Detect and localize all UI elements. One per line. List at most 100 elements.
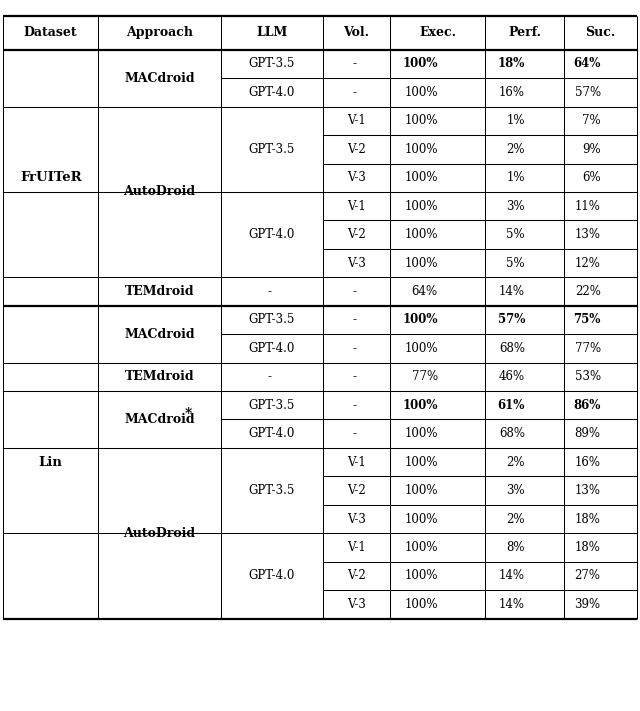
Text: 100%: 100% bbox=[404, 143, 438, 156]
Text: V-2: V-2 bbox=[347, 143, 366, 156]
Text: -: - bbox=[353, 370, 356, 383]
Text: *: * bbox=[185, 407, 192, 421]
Text: 14%: 14% bbox=[499, 598, 525, 611]
Text: 100%: 100% bbox=[404, 513, 438, 525]
Text: 46%: 46% bbox=[499, 370, 525, 383]
Text: GPT-3.5: GPT-3.5 bbox=[248, 143, 295, 156]
Text: Exec.: Exec. bbox=[419, 26, 456, 39]
Text: 100%: 100% bbox=[404, 570, 438, 582]
Text: GPT-3.5: GPT-3.5 bbox=[248, 399, 295, 412]
Text: Perf.: Perf. bbox=[508, 26, 541, 39]
Text: 68%: 68% bbox=[499, 427, 525, 440]
Text: 13%: 13% bbox=[575, 484, 601, 497]
Text: FrUITeR: FrUITeR bbox=[20, 171, 81, 184]
Text: V-1: V-1 bbox=[347, 114, 366, 127]
Text: 18%: 18% bbox=[575, 541, 601, 554]
Text: -: - bbox=[353, 399, 356, 412]
Text: 9%: 9% bbox=[582, 143, 601, 156]
Text: 100%: 100% bbox=[404, 342, 438, 355]
Text: 3%: 3% bbox=[506, 200, 525, 213]
Text: 5%: 5% bbox=[506, 228, 525, 241]
Text: Lin: Lin bbox=[39, 456, 63, 469]
Text: -: - bbox=[353, 58, 356, 70]
Text: 100%: 100% bbox=[404, 484, 438, 497]
Text: Approach: Approach bbox=[126, 26, 193, 39]
Text: V-3: V-3 bbox=[347, 171, 366, 184]
Text: 5%: 5% bbox=[506, 257, 525, 269]
Text: 64%: 64% bbox=[573, 58, 601, 70]
Text: TEMdroid: TEMdroid bbox=[125, 285, 195, 298]
Text: V-2: V-2 bbox=[347, 570, 366, 582]
Text: 1%: 1% bbox=[506, 114, 525, 127]
Text: GPT-3.5: GPT-3.5 bbox=[248, 484, 295, 497]
Text: -: - bbox=[353, 285, 356, 298]
Text: 77%: 77% bbox=[575, 342, 601, 355]
Text: 53%: 53% bbox=[575, 370, 601, 383]
Text: 100%: 100% bbox=[404, 228, 438, 241]
Text: 89%: 89% bbox=[575, 427, 601, 440]
Text: 57%: 57% bbox=[575, 86, 601, 99]
Text: 2%: 2% bbox=[506, 456, 525, 469]
Text: 6%: 6% bbox=[582, 171, 601, 184]
Text: -: - bbox=[353, 342, 356, 355]
Text: GPT-4.0: GPT-4.0 bbox=[248, 342, 295, 355]
Text: 22%: 22% bbox=[575, 285, 601, 298]
Text: -: - bbox=[268, 285, 272, 298]
Text: AutoDroid: AutoDroid bbox=[124, 527, 196, 540]
Text: GPT-4.0: GPT-4.0 bbox=[248, 86, 295, 99]
Text: TEMdroid: TEMdroid bbox=[125, 370, 195, 383]
Text: 68%: 68% bbox=[499, 342, 525, 355]
Text: V-3: V-3 bbox=[347, 598, 366, 611]
Text: 100%: 100% bbox=[404, 200, 438, 213]
Text: 100%: 100% bbox=[403, 314, 438, 326]
Text: GPT-3.5: GPT-3.5 bbox=[248, 58, 295, 70]
Text: 8%: 8% bbox=[506, 541, 525, 554]
Text: 18%: 18% bbox=[497, 58, 525, 70]
Text: 27%: 27% bbox=[575, 570, 601, 582]
Text: V-3: V-3 bbox=[347, 513, 366, 525]
Text: 100%: 100% bbox=[404, 598, 438, 611]
Text: GPT-4.0: GPT-4.0 bbox=[248, 570, 295, 582]
Text: 11%: 11% bbox=[575, 200, 601, 213]
Text: LLM: LLM bbox=[256, 26, 287, 39]
Text: GPT-4.0: GPT-4.0 bbox=[248, 427, 295, 440]
Text: 75%: 75% bbox=[573, 314, 601, 326]
Text: MACdroid: MACdroid bbox=[124, 72, 195, 85]
Text: 100%: 100% bbox=[404, 86, 438, 99]
Text: AutoDroid: AutoDroid bbox=[124, 186, 196, 198]
Text: -: - bbox=[268, 370, 272, 383]
Text: 7%: 7% bbox=[582, 114, 601, 127]
Text: Vol.: Vol. bbox=[344, 26, 369, 39]
Text: MACdroid: MACdroid bbox=[124, 413, 195, 426]
Text: -: - bbox=[353, 314, 356, 326]
Text: 13%: 13% bbox=[575, 228, 601, 241]
Text: 12%: 12% bbox=[575, 257, 601, 269]
Text: 61%: 61% bbox=[497, 399, 525, 412]
Text: 2%: 2% bbox=[506, 513, 525, 525]
Text: 100%: 100% bbox=[403, 399, 438, 412]
Text: 100%: 100% bbox=[404, 456, 438, 469]
Text: GPT-4.0: GPT-4.0 bbox=[248, 228, 295, 241]
Text: Suc.: Suc. bbox=[586, 26, 616, 39]
Text: -: - bbox=[353, 86, 356, 99]
Text: 100%: 100% bbox=[403, 58, 438, 70]
Text: 86%: 86% bbox=[573, 399, 601, 412]
Text: 100%: 100% bbox=[404, 114, 438, 127]
Text: 100%: 100% bbox=[404, 427, 438, 440]
Text: V-1: V-1 bbox=[347, 541, 366, 554]
Text: V-1: V-1 bbox=[347, 456, 366, 469]
Text: 39%: 39% bbox=[575, 598, 601, 611]
Text: 100%: 100% bbox=[404, 171, 438, 184]
Text: 16%: 16% bbox=[499, 86, 525, 99]
Text: 16%: 16% bbox=[575, 456, 601, 469]
Text: GPT-3.5: GPT-3.5 bbox=[248, 314, 295, 326]
Text: 64%: 64% bbox=[412, 285, 438, 298]
Text: MACdroid: MACdroid bbox=[124, 328, 195, 341]
Text: -: - bbox=[353, 427, 356, 440]
Text: V-1: V-1 bbox=[347, 200, 366, 213]
Text: Dataset: Dataset bbox=[24, 26, 77, 39]
Text: V-2: V-2 bbox=[347, 484, 366, 497]
Text: 1%: 1% bbox=[506, 171, 525, 184]
Text: 2%: 2% bbox=[506, 143, 525, 156]
Text: 100%: 100% bbox=[404, 257, 438, 269]
